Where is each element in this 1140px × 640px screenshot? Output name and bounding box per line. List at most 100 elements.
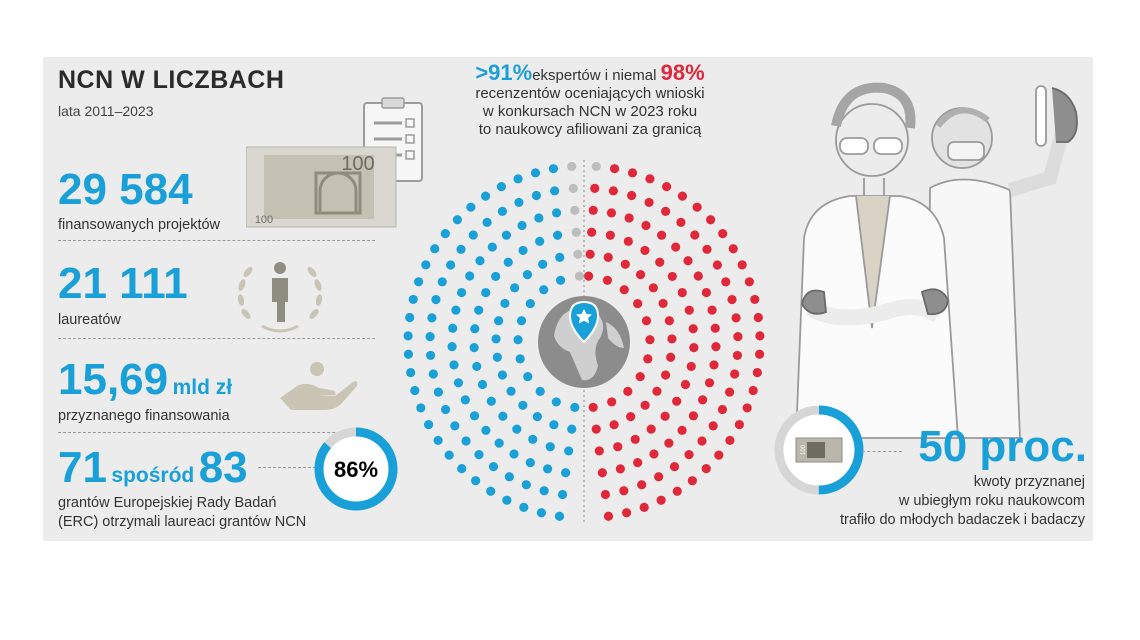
- dot-expert: [512, 424, 522, 434]
- dot-expert: [567, 424, 577, 434]
- dot-expert: [480, 191, 491, 201]
- ring-progress: [774, 405, 864, 495]
- dot-expert: [525, 298, 535, 309]
- dot-expert: [474, 450, 484, 460]
- dot-expert: [531, 190, 542, 201]
- dot-expert: [437, 277, 447, 287]
- dot-expert: [468, 230, 478, 240]
- dot-reviewer: [707, 305, 717, 315]
- dot-reviewer: [704, 378, 715, 388]
- dot-expert: [406, 367, 416, 378]
- erc-value-a: 71: [58, 443, 107, 492]
- dot-reviewer: [643, 354, 653, 364]
- dot-reviewer: [640, 245, 650, 256]
- experts-line4: to naukowcy afiliowani za granicą: [478, 121, 702, 138]
- dot-expert: [472, 361, 482, 372]
- dot-reviewer: [654, 472, 664, 482]
- stat-funding: 15,69 mld zł przyznanego finansowania: [58, 358, 232, 425]
- stat-erc: 71 spośród 83 grantów Europejskiej Rady …: [58, 446, 306, 532]
- dot-expert: [502, 495, 512, 505]
- dot-expert: [535, 386, 545, 396]
- dot-reviewer: [656, 230, 667, 240]
- dot-expert: [427, 313, 437, 323]
- dot-expert: [416, 403, 426, 413]
- dot-reviewer: [755, 331, 765, 341]
- dot-reviewer: [641, 316, 652, 326]
- dot-reviewer: [742, 403, 752, 413]
- stat-funding-label: przyznanego finansowania: [58, 408, 230, 424]
- dot-expert: [403, 331, 413, 341]
- dot-expert: [518, 245, 528, 256]
- dot-reviewer: [624, 213, 634, 223]
- stat-laureates-value: 21 111: [58, 259, 188, 308]
- dot-expert: [481, 425, 491, 435]
- dot-expert: [492, 352, 502, 362]
- connector-line: [862, 451, 902, 452]
- erc-connector: spośród: [111, 464, 195, 487]
- dot-reviewer: [737, 260, 747, 270]
- dot-expert: [536, 508, 547, 518]
- banknote-icon: 100: [795, 437, 843, 463]
- dot-reviewer: [683, 256, 693, 266]
- dot-reviewer: [588, 205, 598, 215]
- page-title: NCN W LICZBACH: [58, 66, 285, 94]
- dot-reviewer: [630, 434, 640, 444]
- dot-reviewer: [752, 367, 762, 378]
- dot-reviewer: [594, 446, 604, 456]
- dot-expert: [510, 283, 520, 293]
- dot-expert: [424, 420, 434, 430]
- dot-expert: [564, 446, 574, 456]
- dot-expert: [497, 370, 508, 380]
- dot-reviewer: [609, 420, 619, 430]
- dot-reviewer: [677, 191, 688, 201]
- dot-expert: [555, 252, 565, 263]
- dot-reviewer: [658, 298, 668, 309]
- dot-reviewer: [655, 257, 665, 267]
- dot-expert: [433, 387, 443, 397]
- dot-reviewer: [619, 285, 629, 295]
- dot-expert: [501, 230, 512, 240]
- dot-reviewer: [671, 242, 681, 252]
- dot-expert: [538, 259, 548, 269]
- dot-expert: [497, 206, 507, 217]
- dot-expert: [551, 397, 561, 407]
- dot-reviewer: [750, 294, 760, 305]
- dot-expert: [428, 369, 438, 379]
- dot-other: [567, 161, 577, 172]
- dot-reviewer: [672, 396, 682, 406]
- dot-expert: [554, 511, 565, 521]
- dot-reviewer: [688, 411, 699, 421]
- divider: [58, 432, 375, 433]
- dot-other: [591, 161, 601, 172]
- dot-expert: [461, 436, 471, 446]
- dot-reviewer: [662, 182, 672, 192]
- young-line2: w ubiegłym roku naukowcom: [898, 493, 1085, 509]
- dot-reviewer: [706, 215, 716, 225]
- dot-reviewer: [627, 168, 638, 178]
- dot-expert: [449, 360, 459, 370]
- dot-reviewer: [697, 436, 707, 446]
- dot-expert: [521, 480, 531, 490]
- dot-expert: [557, 489, 568, 500]
- dot-reviewer: [619, 486, 629, 496]
- dot-expert: [555, 275, 566, 285]
- dot-expert: [425, 332, 435, 342]
- dot-expert: [486, 396, 496, 406]
- dot-expert: [543, 464, 553, 474]
- experts-line3: w konkursach NCN w 2023 roku: [482, 103, 698, 120]
- dot-expert: [477, 379, 488, 390]
- dot-reviewer: [708, 421, 718, 431]
- laurel-person-icon: [237, 262, 323, 333]
- dot-expert: [450, 421, 460, 431]
- dot-expert: [457, 287, 467, 298]
- dot-expert: [466, 202, 476, 212]
- dot-expert: [431, 294, 441, 305]
- young-stat: 50 proc. kwoty przyznanej w ubiegłym rok…: [840, 425, 1087, 530]
- dot-reviewer: [701, 287, 711, 298]
- dot-expert: [457, 464, 467, 474]
- experts-percent: >91%: [475, 60, 533, 85]
- dot-reviewer: [600, 489, 611, 500]
- dot-reviewer: [686, 361, 696, 372]
- dot-reviewer: [607, 397, 617, 407]
- dot-expert: [421, 260, 431, 270]
